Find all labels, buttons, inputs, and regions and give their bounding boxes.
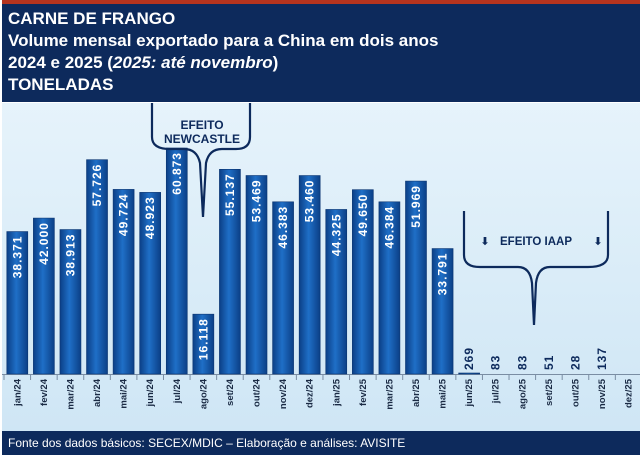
period-suffix: )	[272, 53, 279, 72]
bar-mar-25	[378, 201, 401, 375]
bar-jan-24	[6, 231, 29, 375]
value-label-abr-25: 51.969	[409, 185, 423, 228]
category-label-out-24: out/24	[252, 378, 263, 407]
period-note: 2025: até novembro	[112, 53, 273, 72]
chart-subtitle: Volume mensal exportado para a China em …	[8, 31, 439, 50]
value-label-mar-24: 38.913	[63, 234, 77, 277]
bar-mai-25	[431, 248, 454, 375]
bar-abr-24	[86, 159, 108, 375]
value-label-set-25: 51	[542, 355, 556, 370]
newcastle-label-line2: NEWCASTLE	[164, 132, 240, 146]
value-label-out-24: 53.469	[250, 180, 264, 223]
value-label-set-24: 55.137	[223, 173, 237, 216]
category-label-mar-25: mar/25	[384, 378, 395, 409]
value-label-abr-24: 57.726	[90, 164, 104, 207]
chart-header: CARNE DE FRANGO Volume mensal exportado …	[2, 4, 640, 102]
top-accent-stripe	[2, 0, 640, 4]
value-label-mar-25: 46.384	[382, 206, 396, 249]
bar-out-24	[245, 175, 268, 375]
value-label-fev-25: 49.650	[356, 194, 370, 237]
chart-unit: TONELADAS	[8, 75, 114, 94]
down-arrow-icon: ⬇	[593, 235, 602, 248]
category-label-nov-25: nov/25	[597, 378, 608, 409]
bar-jun-25	[458, 372, 480, 375]
category-label-abr-25: abr/25	[411, 378, 422, 407]
value-label-jan-25: 44.325	[329, 213, 343, 256]
value-label-jul-24: 60.873	[170, 152, 184, 195]
value-label-out-25: 28	[568, 355, 582, 370]
bar-chart: 38.371 jan/24 42.000 fev/24 38.913 mar/24 57.7…	[2, 103, 640, 410]
chart-period: 2024 e 2025 (2025: até novembro)	[8, 52, 640, 74]
value-label-mai-25: 33.791	[436, 253, 450, 296]
iaap-label: EFEITO IAAP	[500, 236, 572, 248]
iaap-brace	[462, 211, 610, 326]
bar-fev-24	[33, 217, 55, 375]
source-footer: Fonte dos dados básicos: SECEX/MDIC – El…	[2, 431, 640, 455]
bar-fev-25	[352, 189, 374, 375]
category-label-set-25: set/25	[544, 378, 555, 406]
value-label-nov-25: 137	[595, 347, 609, 370]
value-label-jun-25: 269	[462, 347, 476, 370]
bar-nov-24	[272, 201, 294, 375]
bar-jan-25	[325, 209, 348, 375]
value-label-jan-24: 38.371	[10, 236, 24, 279]
category-label-mai-24: mai/24	[119, 378, 130, 408]
bar-mai-24	[112, 189, 135, 375]
category-label-set-24: set/24	[225, 378, 236, 406]
chart-title: CARNE DE FRANGO	[8, 9, 176, 28]
category-label-abr-24: abr/24	[92, 378, 103, 407]
value-label-fev-24: 42.000	[37, 222, 51, 265]
category-label-mar-24: mar/24	[65, 378, 76, 409]
value-label-jun-24: 48.923	[143, 196, 157, 239]
category-label-jan-25: jan/25	[331, 378, 342, 407]
category-label-out-25: out/25	[570, 378, 581, 407]
category-label-fev-24: fev/24	[39, 378, 50, 406]
bar-set-24	[219, 169, 241, 375]
value-label-jul-25: 83	[489, 355, 503, 370]
category-label-mai-25: mai/25	[438, 378, 449, 408]
category-label-jul-24: jul/24	[172, 378, 183, 404]
bar-jun-24	[139, 192, 161, 375]
bar-mar-24	[59, 229, 82, 375]
category-label-jul-25: jul/25	[491, 378, 502, 404]
category-label-dez-24: dez/24	[305, 378, 316, 408]
category-label-ago-25: ago/25	[517, 378, 528, 409]
value-label-dez-24: 53.460	[303, 180, 317, 223]
category-label-ago-24: ago/24	[198, 378, 209, 409]
category-label-jun-25: jun/25	[464, 378, 475, 407]
category-label-jan-24: jan/24	[12, 378, 23, 407]
category-label-nov-24: nov/24	[278, 378, 289, 409]
value-label-mai-24: 49.724	[117, 193, 131, 236]
period-prefix: 2024 e 2025 (	[8, 53, 113, 72]
value-label-ago-25: 83	[515, 355, 529, 370]
value-label-nov-24: 46.383	[276, 206, 290, 249]
bar-abr-25	[405, 180, 427, 375]
category-label-dez-25: dez/25	[624, 378, 635, 408]
bar-ago-24	[192, 313, 215, 375]
bar-dez-24	[298, 175, 321, 375]
newcastle-bracket	[150, 103, 252, 218]
category-label-jun-24: jun/24	[145, 378, 156, 407]
plot-area: 38.371 jan/24 42.000 fev/24 38.913 mar/24 57.7…	[2, 103, 640, 431]
value-label-ago-24: 16.118	[196, 318, 210, 360]
newcastle-label-line1: EFEITO	[180, 118, 223, 132]
category-label-fev-25: fev/25	[358, 378, 369, 406]
down-arrow-icon: ⬇	[480, 235, 489, 248]
